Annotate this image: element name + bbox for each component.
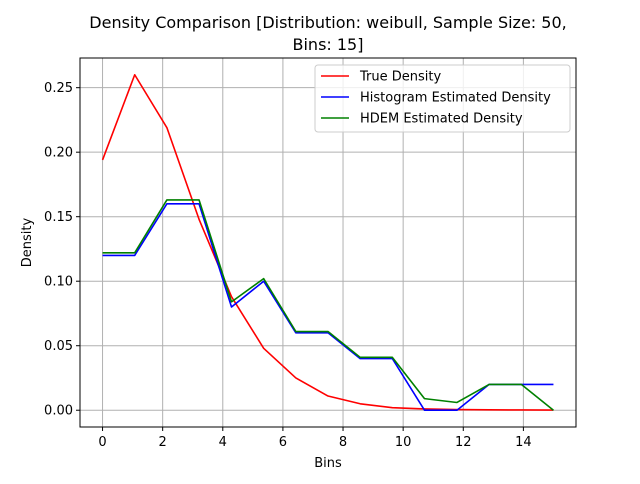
x-tick-label: 2 xyxy=(159,435,167,450)
legend-label-true-density: True Density xyxy=(359,70,441,85)
x-tick-label: 6 xyxy=(279,435,287,450)
y-tick-label: 0.05 xyxy=(44,339,73,354)
x-tick-label: 0 xyxy=(98,435,106,450)
y-tick-label: 0.15 xyxy=(44,210,73,225)
y-tick-label: 0.20 xyxy=(44,146,73,161)
y-tick-label: 0.00 xyxy=(44,404,73,419)
series-line-true-density xyxy=(101,73,554,411)
legend: True Density Histogram Estimated Density H… xyxy=(314,64,571,133)
legend-label-histogram-estimated-density: Histogram Estimated Density xyxy=(360,91,551,106)
series-line-hdem-estimated-density xyxy=(102,199,554,411)
legend-label-hdem-estimated-density: HDEM Estimated Density xyxy=(360,112,523,127)
x-axis-label: Bins xyxy=(314,456,342,471)
x-tick-label: 12 xyxy=(455,435,472,450)
plot-area-frame xyxy=(79,57,577,428)
x-tick-label: 10 xyxy=(395,435,412,450)
y-axis-ticks: 0.00 0.05 0.10 0.15 0.20 0.25 xyxy=(44,81,80,419)
chart-title-line-1: Density Comparison [Distribution: weibul… xyxy=(89,13,566,32)
legend-box xyxy=(314,64,571,133)
y-axis-label: Density xyxy=(20,217,35,267)
y-tick-label: 0.10 xyxy=(44,275,73,290)
chart-title-line-2: Bins: 15] xyxy=(293,35,364,54)
x-tick-label: 4 xyxy=(219,435,227,450)
x-tick-label: 14 xyxy=(515,435,532,450)
y-tick-label: 0.25 xyxy=(44,81,73,96)
x-axis-ticks: 0 2 4 6 8 10 12 14 xyxy=(98,427,532,450)
x-tick-label: 8 xyxy=(339,435,347,450)
series-lines xyxy=(101,73,554,412)
series-line-histogram-estimated-density xyxy=(102,202,554,412)
